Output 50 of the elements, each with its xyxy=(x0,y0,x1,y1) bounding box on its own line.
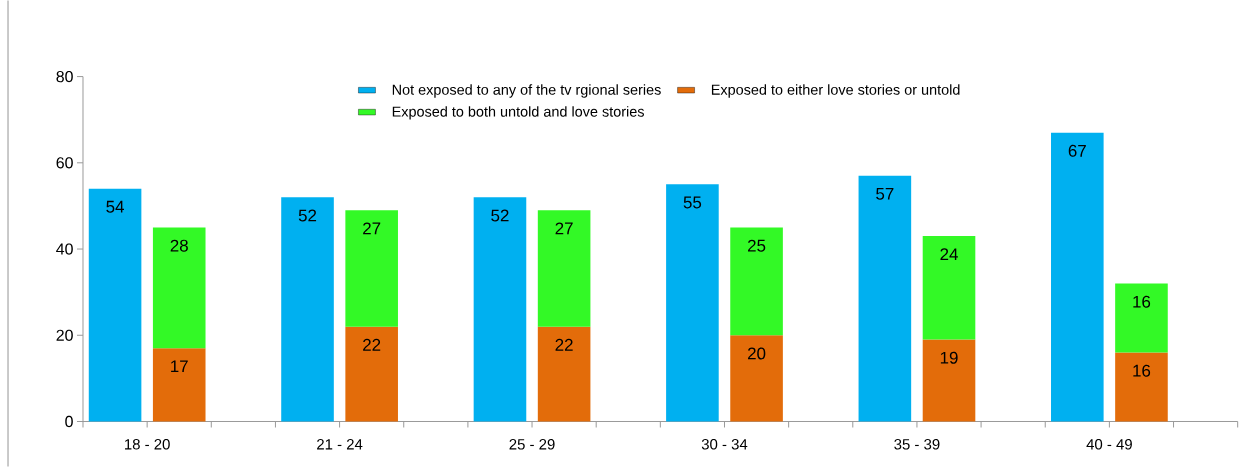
bar xyxy=(281,197,334,422)
bar xyxy=(152,348,206,422)
data-label: 54 xyxy=(106,200,124,213)
y-tick-label: 20 xyxy=(56,329,73,341)
legend-label: Exposed to either love stories or untold xyxy=(711,84,960,98)
data-label: 52 xyxy=(491,209,509,222)
y-tick-label: 0 xyxy=(65,415,73,428)
data-label: 27 xyxy=(363,222,381,235)
data-label: 24 xyxy=(940,248,958,261)
x-tick-label: 25 - 29 xyxy=(509,438,555,450)
legend-label: Not exposed to any of the tv rgional series xyxy=(392,84,661,98)
data-label: 55 xyxy=(683,196,702,209)
data-label: 17 xyxy=(171,360,188,373)
y-tick-label: 80 xyxy=(56,70,73,83)
data-label: 16 xyxy=(1133,364,1151,377)
bar xyxy=(922,339,976,422)
bar xyxy=(1115,352,1168,422)
data-label: 57 xyxy=(876,187,894,200)
bar xyxy=(1115,283,1168,353)
bar xyxy=(922,236,976,340)
x-tick-label: 40 - 49 xyxy=(1086,438,1132,450)
data-label: 27 xyxy=(555,222,573,235)
x-tick-label: 21 - 24 xyxy=(317,438,363,450)
bar xyxy=(730,335,783,422)
data-label: 67 xyxy=(1068,144,1086,157)
y-tick-label: 40 xyxy=(56,243,73,255)
bar xyxy=(473,197,527,422)
data-label: 20 xyxy=(748,347,766,360)
bar xyxy=(858,175,912,422)
y-tick-label: 60 xyxy=(56,157,73,169)
bar xyxy=(345,326,398,422)
bar xyxy=(345,210,398,327)
bar xyxy=(666,184,719,422)
bar xyxy=(88,188,142,422)
bar xyxy=(537,210,591,327)
data-label: 22 xyxy=(555,338,573,351)
data-label: 16 xyxy=(1133,295,1151,308)
data-label: 19 xyxy=(940,351,958,364)
data-label: 28 xyxy=(170,239,188,252)
x-tick-label: 35 - 39 xyxy=(894,438,940,450)
x-tick-label: 18 - 20 xyxy=(125,438,170,450)
legend-label: Exposed to both untold and love stories xyxy=(392,106,644,120)
bar xyxy=(1051,132,1104,422)
data-label: 22 xyxy=(363,338,381,351)
data-label: 25 xyxy=(748,239,766,252)
bar xyxy=(152,227,206,349)
x-tick-label: 30 - 34 xyxy=(701,438,748,450)
bar xyxy=(730,227,783,336)
data-label: 52 xyxy=(298,209,317,222)
bar xyxy=(537,326,591,422)
